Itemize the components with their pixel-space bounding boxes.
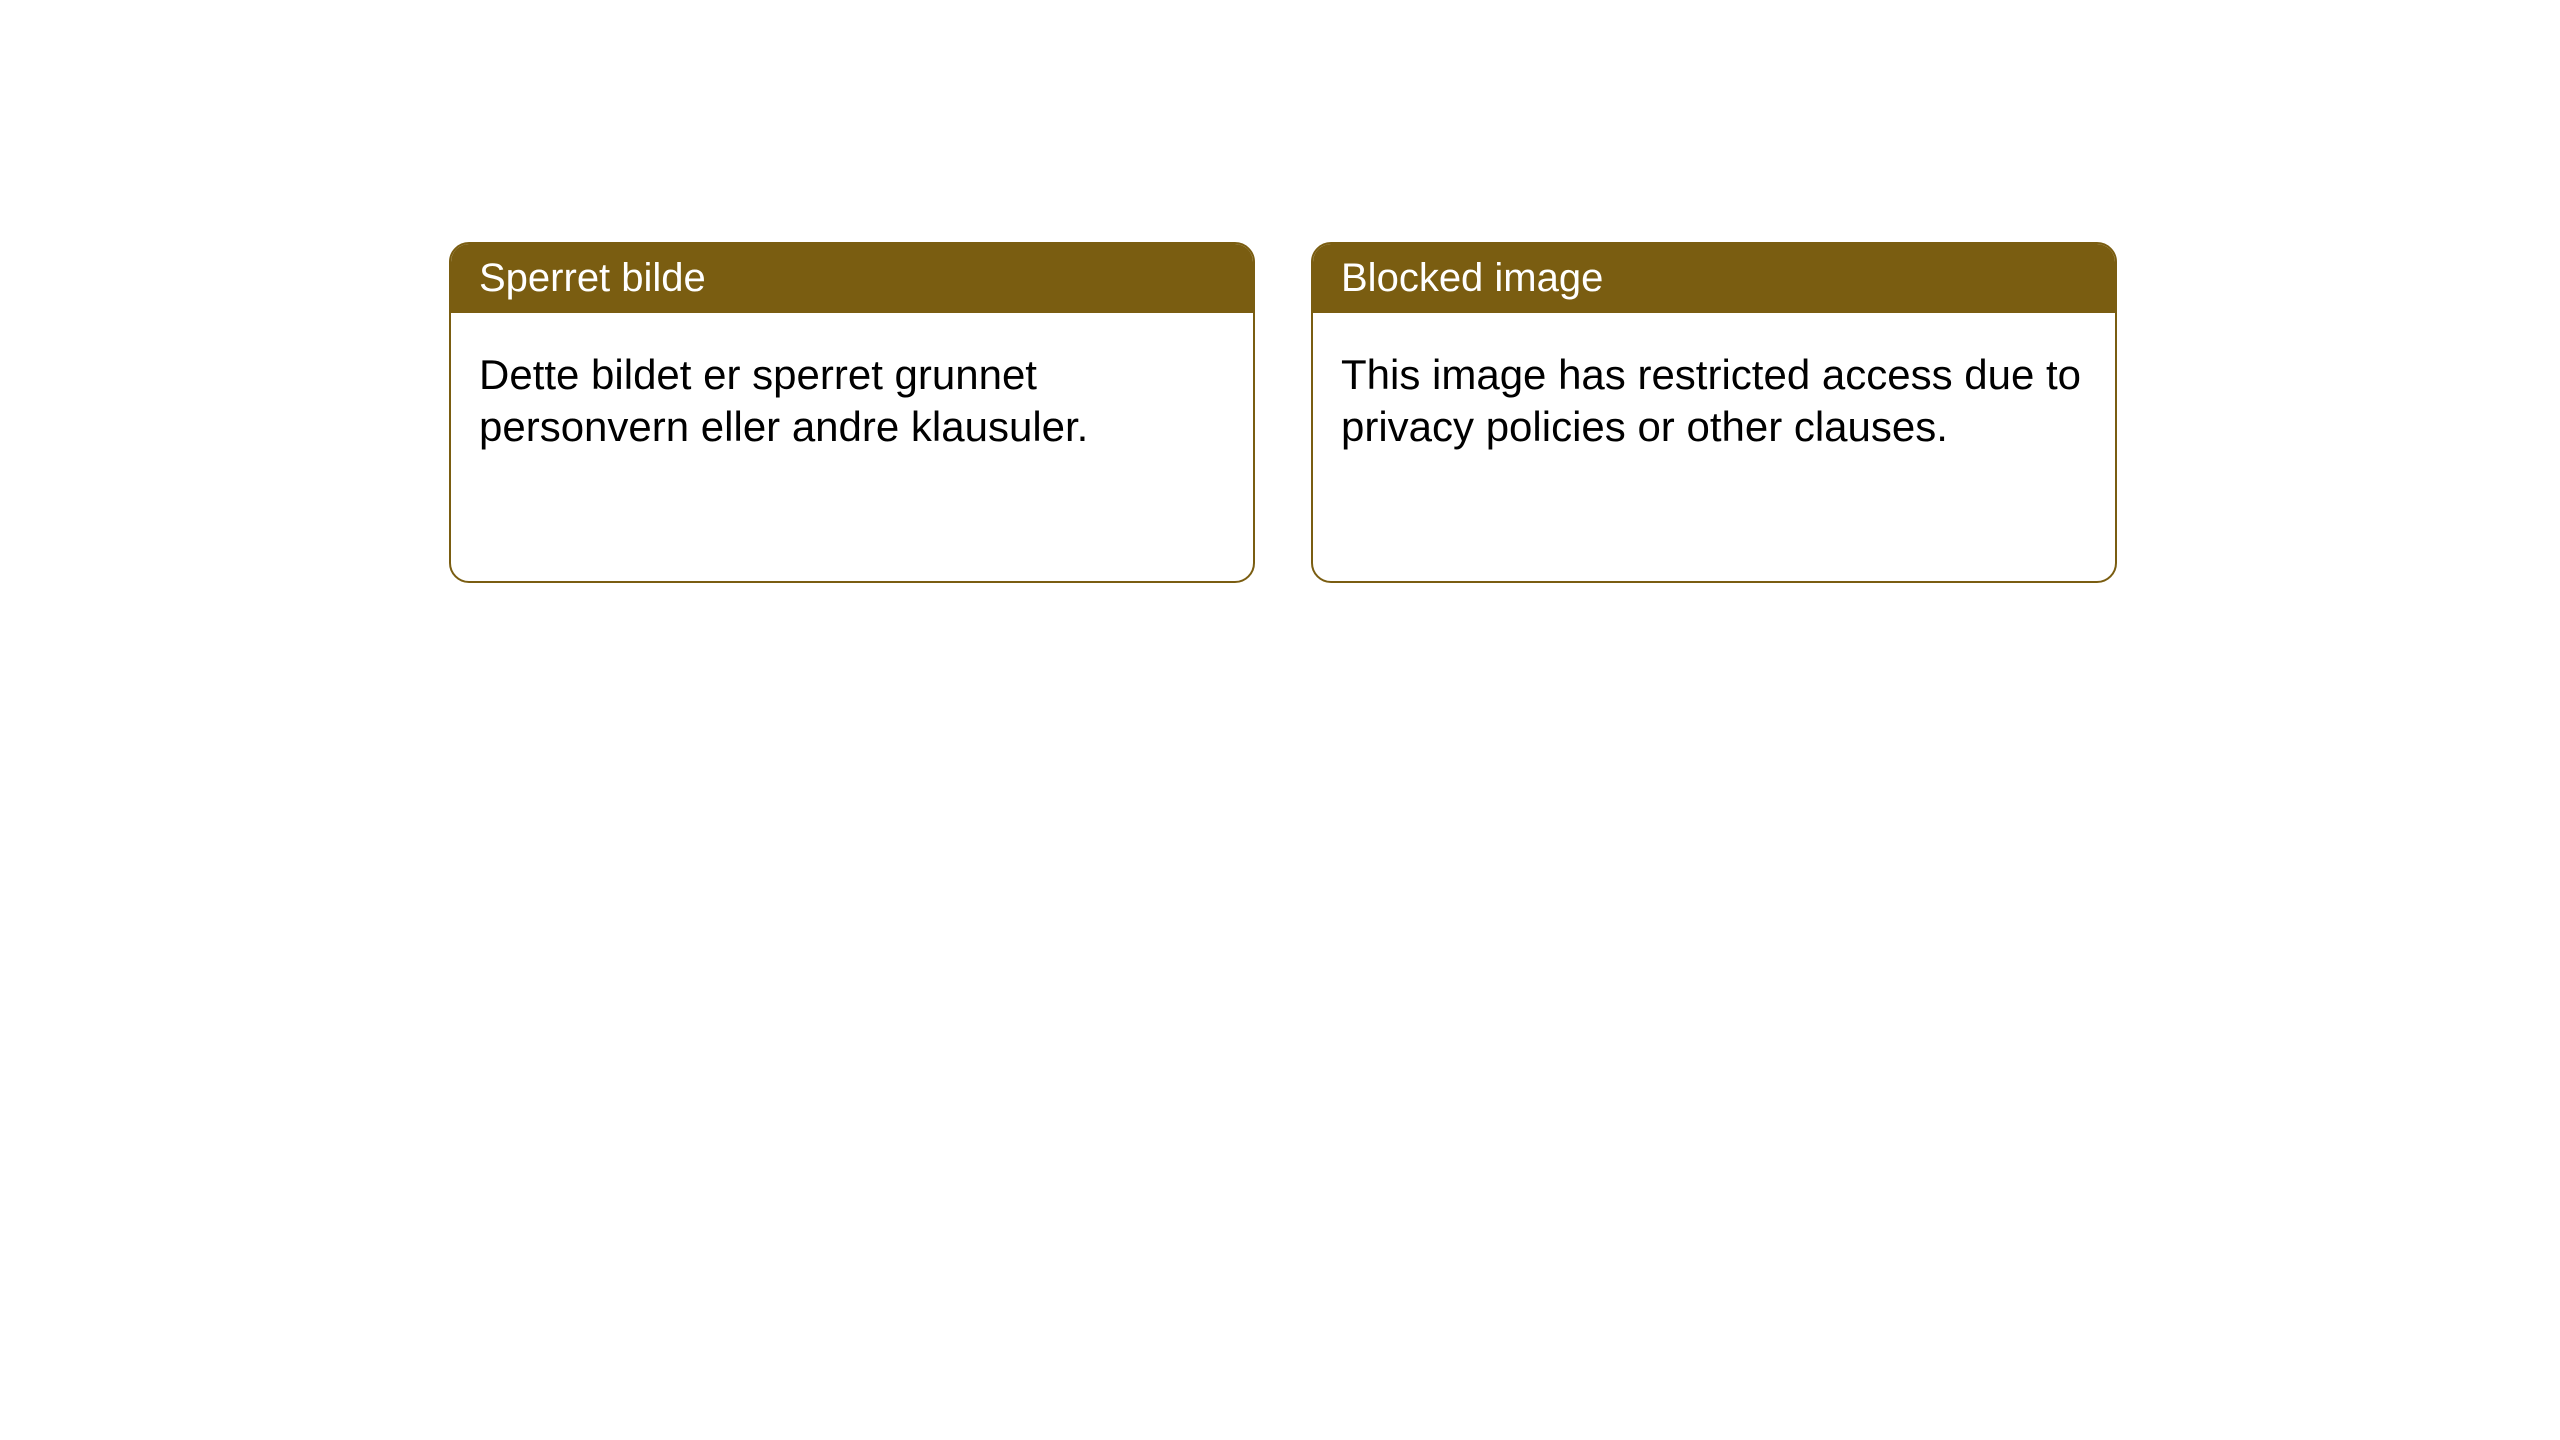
notice-card-body: Dette bildet er sperret grunnet personve… bbox=[451, 313, 1253, 581]
notice-card-norwegian: Sperret bilde Dette bildet er sperret gr… bbox=[449, 242, 1255, 583]
notice-container: Sperret bilde Dette bildet er sperret gr… bbox=[0, 0, 2560, 583]
notice-card-title: Blocked image bbox=[1313, 244, 2115, 313]
notice-card-title: Sperret bilde bbox=[451, 244, 1253, 313]
notice-card-english: Blocked image This image has restricted … bbox=[1311, 242, 2117, 583]
notice-card-body: This image has restricted access due to … bbox=[1313, 313, 2115, 581]
